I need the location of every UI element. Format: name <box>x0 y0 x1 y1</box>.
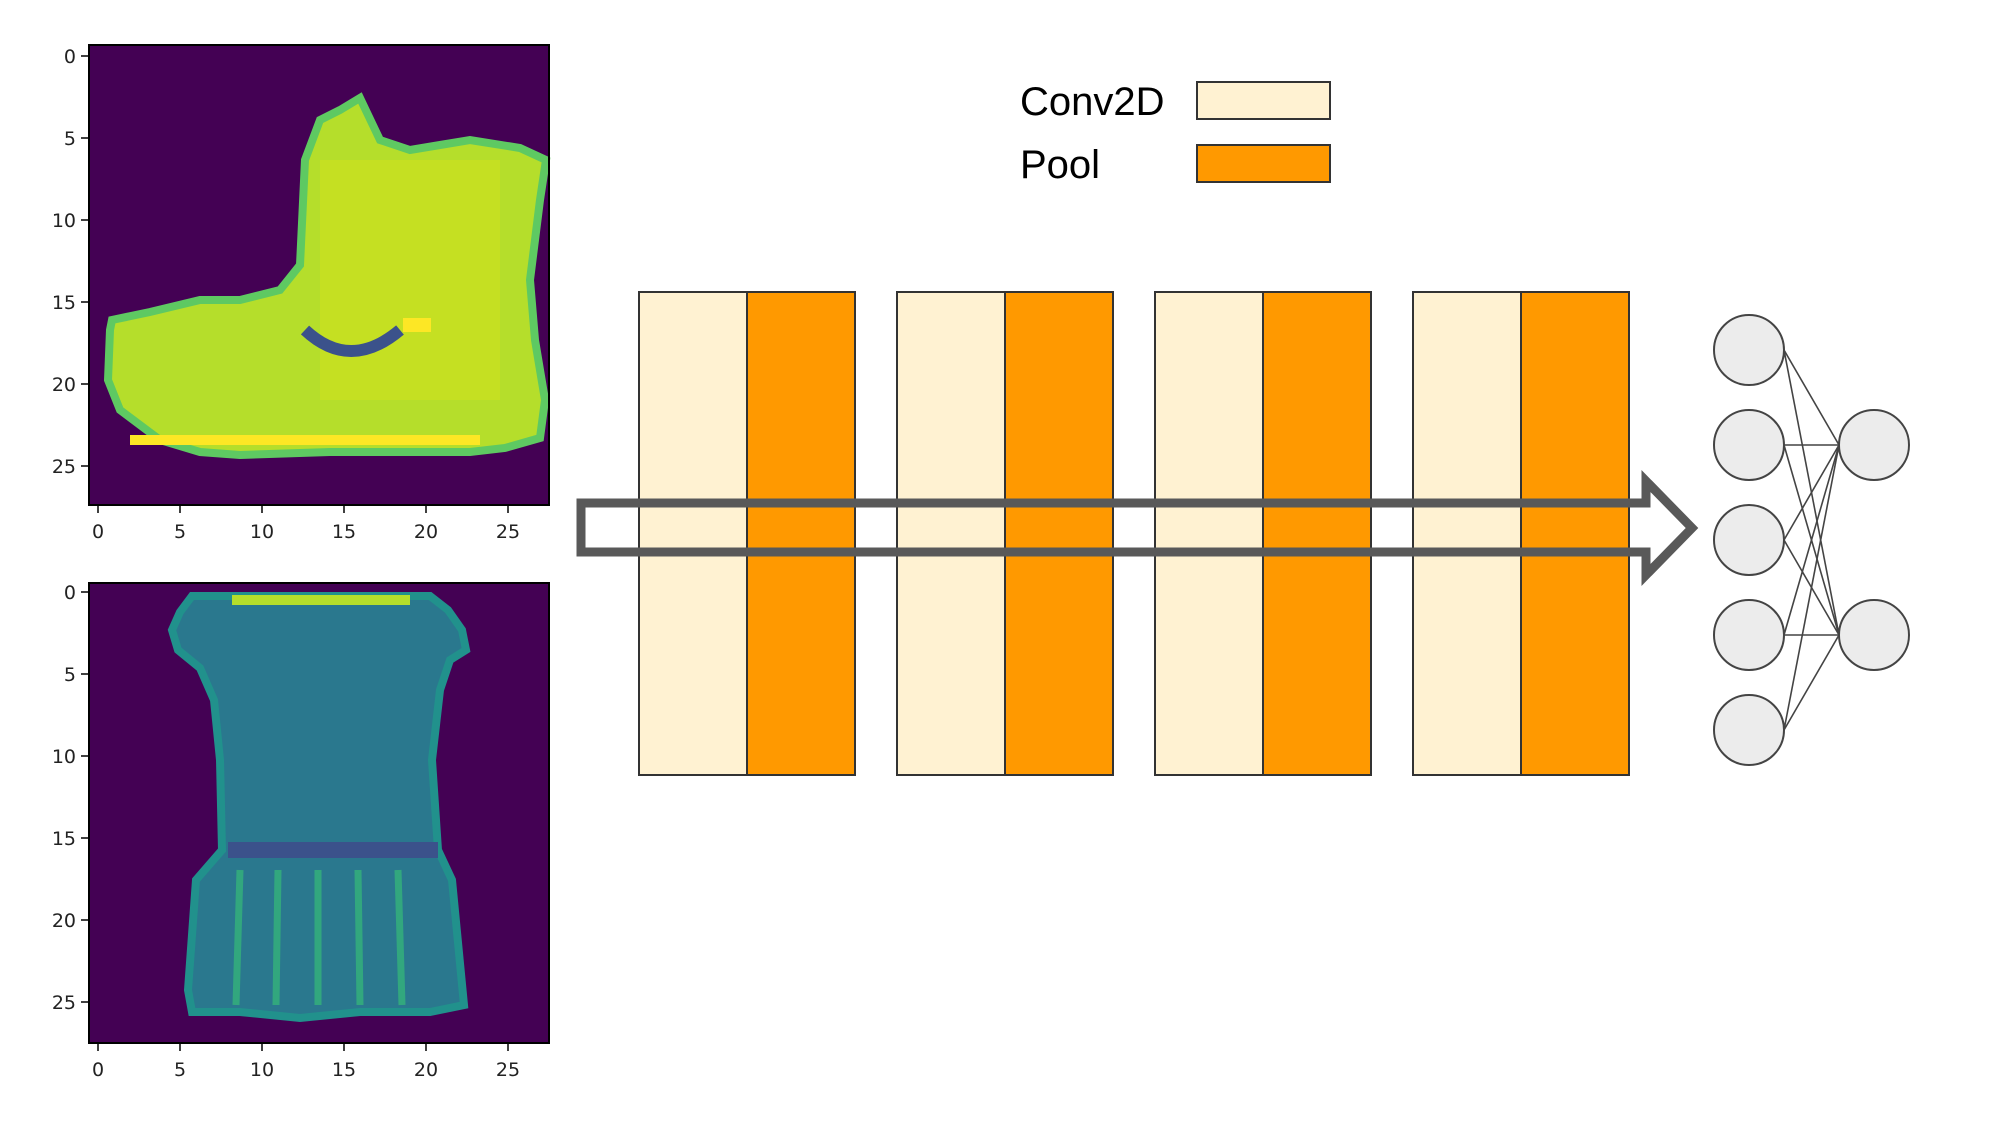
legend-swatch-pool <box>1196 144 1331 183</box>
pool-layer <box>1520 291 1630 776</box>
flow-arrow <box>576 469 1699 587</box>
boot-x-tick: 25 <box>496 521 520 543</box>
dress-y-tick: 15 <box>52 828 76 850</box>
boot-x-tick: 5 <box>174 521 186 543</box>
dress-image-frame <box>88 582 550 1044</box>
boot-y-axis: 0 5 10 15 20 25 <box>52 46 89 478</box>
boot-image-frame <box>88 44 550 506</box>
layer-blocks <box>638 291 1630 776</box>
boot-y-tick: 5 <box>64 128 76 150</box>
output-node <box>1838 599 1910 671</box>
dress-x-tick: 20 <box>414 1059 438 1081</box>
block-1 <box>638 291 856 776</box>
network-edges <box>1783 349 1840 731</box>
pool-layer <box>1004 291 1114 776</box>
dress-x-tick: 5 <box>174 1059 186 1081</box>
conv2d-layer <box>638 291 748 776</box>
dress-y-tick: 20 <box>52 910 76 932</box>
legend-label-conv2d: Conv2D <box>1020 80 1165 124</box>
boot-x-axis: 0 5 10 15 20 25 <box>92 505 520 543</box>
input-node <box>1713 504 1785 576</box>
dress-y-tick: 0 <box>64 582 76 604</box>
legend-label-pool: Pool <box>1020 143 1100 187</box>
block-2 <box>896 291 1114 776</box>
pool-layer <box>746 291 856 776</box>
dress-x-tick: 10 <box>250 1059 274 1081</box>
conv2d-layer <box>896 291 1006 776</box>
boot-y-tick: 0 <box>64 46 76 68</box>
block-4 <box>1412 291 1630 776</box>
boot-image-panel: 0 5 10 15 20 25 0 5 10 15 20 25 <box>52 44 551 543</box>
input-node <box>1713 314 1785 386</box>
output-node <box>1838 409 1910 481</box>
boot-y-tick: 15 <box>52 292 76 314</box>
dress-waistband <box>228 842 438 858</box>
boot-highlight <box>320 160 500 400</box>
output-nodes <box>1838 409 1910 671</box>
boot-y-tick: 20 <box>52 374 76 396</box>
boot-x-tick: 15 <box>332 521 356 543</box>
boot-accent <box>403 318 431 332</box>
dress-y-tick: 10 <box>52 746 76 768</box>
legend: Conv2D Pool <box>1020 80 1331 187</box>
legend-swatch-conv2d <box>1196 81 1331 120</box>
dress-x-tick: 0 <box>92 1059 104 1081</box>
input-node <box>1713 599 1785 671</box>
boot-x-tick: 20 <box>414 521 438 543</box>
dress-x-tick: 15 <box>332 1059 356 1081</box>
input-nodes <box>1713 314 1785 766</box>
dress-y-axis: 0 5 10 15 20 25 <box>52 582 89 1014</box>
dress-x-tick: 25 <box>496 1059 520 1081</box>
boot-x-tick: 10 <box>250 521 274 543</box>
dress-x-axis: 0 5 10 15 20 25 <box>92 1043 520 1081</box>
block-3 <box>1154 291 1372 776</box>
dress-pleats <box>232 869 406 1006</box>
boot-y-tick: 10 <box>52 210 76 232</box>
dress-silhouette <box>167 592 471 1023</box>
input-node <box>1713 409 1785 481</box>
conv2d-layer <box>1412 291 1522 776</box>
conv2d-layer <box>1154 291 1264 776</box>
dress-y-tick: 5 <box>64 664 76 686</box>
dress-y-tick: 25 <box>52 992 76 1014</box>
boot-y-tick: 25 <box>52 456 76 478</box>
pool-layer <box>1262 291 1372 776</box>
dense-network <box>1713 314 1910 766</box>
dress-image-panel: 0 5 10 15 20 25 0 5 10 15 20 25 <box>52 582 550 1081</box>
boot-x-tick: 0 <box>92 521 104 543</box>
input-node <box>1713 694 1785 766</box>
boot-opening <box>300 325 404 357</box>
